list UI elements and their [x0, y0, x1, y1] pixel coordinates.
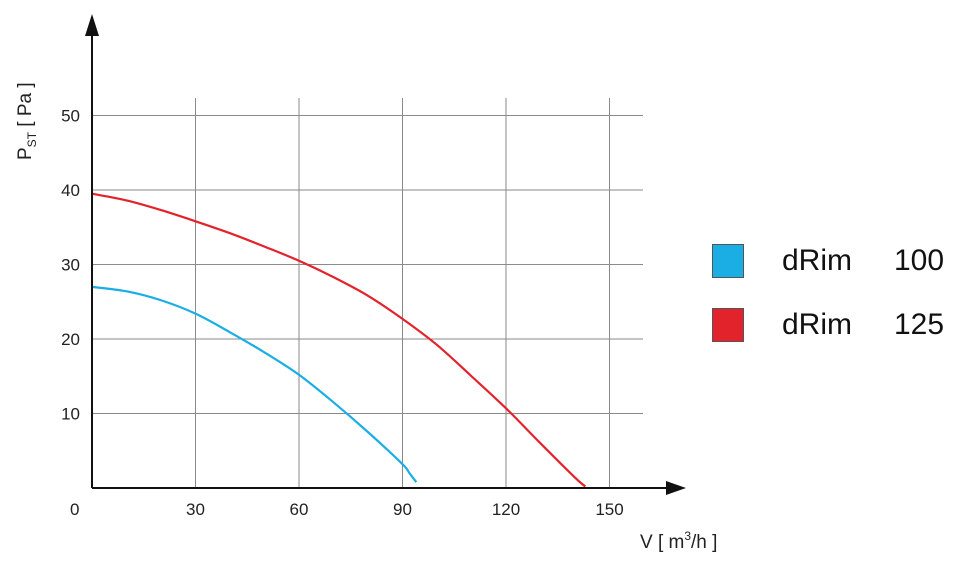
x-tick-label: 90 [393, 500, 412, 519]
legend-size: 125 [894, 308, 945, 341]
x-tick-label: 60 [290, 500, 309, 519]
x-axis-arrow-icon [666, 481, 686, 495]
legend-name: dRim [782, 308, 853, 341]
x-tick-label: 120 [492, 500, 520, 519]
axes [85, 14, 686, 495]
tick-labels: 30 60 90 120 150 10 20 30 40 50 [61, 107, 624, 520]
y-tick-label: 20 [61, 330, 80, 349]
legend-name: dRim [782, 244, 853, 277]
x-axis-label: V [ m3/h ] [640, 529, 717, 553]
y-tick-label: 10 [61, 405, 80, 424]
curves [91, 192, 587, 488]
series-line-125 [91, 192, 587, 488]
legend-swatch-red [712, 308, 744, 342]
legend-item-drim-100: dRim 100 [712, 240, 944, 282]
x-tick-label: 150 [595, 500, 623, 519]
x-tick-label: 30 [186, 500, 205, 519]
legend-item-drim-125: dRim 125 [712, 304, 944, 346]
y-axis-label: PST [ Pa ] [15, 82, 39, 160]
legend-swatch-blue [712, 244, 744, 278]
series-line-100 [91, 285, 418, 483]
origin-label: 0 [70, 500, 79, 519]
y-tick-label: 40 [61, 181, 80, 200]
y-axis-arrow-icon [85, 14, 99, 36]
grid [92, 98, 643, 488]
y-tick-label: 50 [61, 107, 80, 126]
legend-size: 100 [894, 244, 945, 277]
y-tick-label: 30 [61, 256, 80, 275]
legend: dRim 100 dRim 125 [712, 240, 944, 368]
